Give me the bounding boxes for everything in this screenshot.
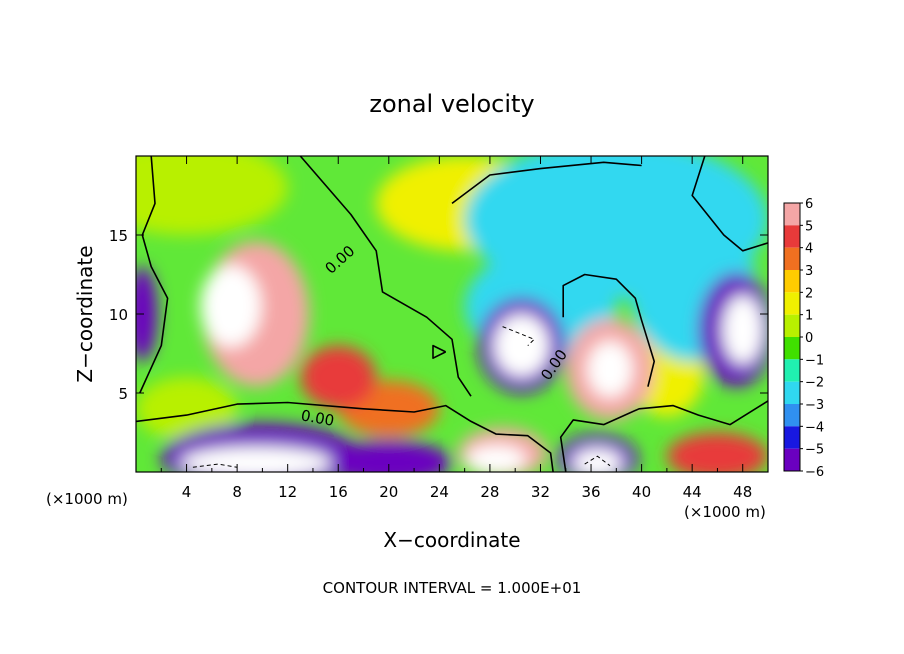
x-tick-label: 40 [632,483,651,501]
contour-lines [136,156,768,472]
colorbar-swatch [784,359,800,382]
colorbar-label: 1 [805,309,813,324]
field-blob [136,377,238,441]
colorbar-label: 2 [805,286,813,301]
field-blob [587,340,633,398]
x-tick-label: 16 [329,483,348,501]
colorbar-label: −2 [805,376,824,391]
field-blob [200,265,262,348]
y-axis-label: Z−coordinate [73,245,97,382]
x-tick-label: 48 [733,483,752,501]
colorbar-swatch [784,381,800,404]
contour-label: 0.00 [300,406,336,430]
colorbar-label: 5 [805,219,813,234]
field-blob [325,440,452,472]
zero-contour [451,161,642,205]
y-tick-label: 15 [109,227,128,245]
colorbar-swatch [784,225,800,248]
field-blob [722,295,763,365]
y-unit-label: (×1000 m) [46,490,128,508]
colorbar-label: 3 [805,264,813,279]
colorbar-swatch [784,270,800,293]
zero-contour [299,156,472,397]
colorbar-swatch [784,337,800,360]
plot-area: 0.000.000.00 [135,155,769,473]
colorbar-swatch [784,314,800,337]
colorbar-label: −4 [805,420,824,435]
colorbar-label: 4 [805,242,813,257]
y-axis: 5 10 15 [109,227,768,403]
colorbar-swatch [784,448,800,471]
negative-contour [584,455,611,467]
colorbar-label: −5 [805,443,824,458]
negative-contour [192,463,238,468]
zero-contour [136,401,554,472]
colorbar-label: 0 [805,331,813,346]
colorbar-label: 6 [805,197,813,212]
colorbar-swatch [784,404,800,427]
field-blob [136,156,288,235]
field-blob [180,446,332,472]
x-tick-label: 8 [232,483,242,501]
contour-interval-note: CONTOUR INTERVAL = 1.000E+01 [323,579,582,597]
field-blob [666,432,768,472]
x-unit-label: (×1000 m) [684,503,766,521]
colorbar-swatch [784,247,800,270]
x-tick-label: 32 [531,483,550,501]
colorbar-swatch [784,203,800,226]
x-tick-label: 20 [379,483,398,501]
x-tick-label: 36 [581,483,600,501]
zero-contour [559,400,768,472]
field-blob [300,345,377,409]
colorbar: 6 5 4 3 2 1 0 −1 −2 −3 −4 −5 −6 [783,197,824,480]
y-tick-label: 10 [109,306,128,324]
colorbar-swatch [784,292,800,315]
field-blob [572,448,623,472]
zero-contour [432,344,447,359]
field-blob [493,314,550,378]
zero-contour [562,273,655,387]
colorbar-label: −3 [805,398,824,413]
y-tick-label: 5 [118,385,128,403]
field-blob [136,266,158,362]
colorbar-label: −1 [805,353,824,368]
x-tick-label: 28 [480,483,499,501]
x-axis-label: X−coordinate [383,528,520,552]
field-blob [465,445,527,472]
colorbar-swatch [784,426,800,449]
chart-title: zonal velocity [369,90,534,118]
colorbar-label: −6 [805,465,824,480]
x-tick-label: 12 [278,483,297,501]
zero-contour [691,156,768,252]
x-axis: 4 8 12 16 20 24 28 32 36 40 44 48 [160,156,752,501]
x-tick-label: 24 [430,483,449,501]
zero-contour [139,156,169,394]
x-tick-label: 4 [182,483,192,501]
x-tick-label: 44 [683,483,702,501]
